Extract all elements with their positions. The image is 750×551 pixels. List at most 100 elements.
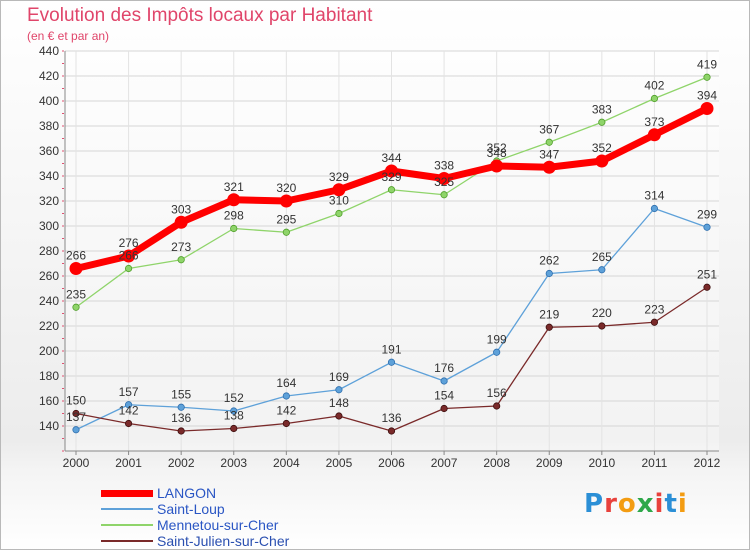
x-tick-label: 2009 [536,456,563,470]
y-tick-label: 400 [39,94,59,108]
data-point [230,424,238,433]
data-label: 273 [171,240,191,254]
data-point [542,160,556,174]
data-point [124,419,133,428]
data-label: 251 [697,267,717,281]
y-tick-label: 380 [39,119,59,133]
data-label: 314 [644,189,664,203]
data-point [493,402,501,410]
data-label: 150 [66,394,86,408]
data-point [647,128,661,142]
legend-swatch [101,540,153,542]
y-tick-label: 280 [39,244,59,258]
data-point [650,204,659,213]
data-label: 136 [171,411,191,425]
legend-label: LANGON [157,485,217,501]
data-point [230,224,238,233]
data-label: 157 [119,385,139,399]
legend-label: Mennetou-sur-Cher [157,517,279,533]
legend-swatch [101,508,153,510]
x-tick-label: 2012 [694,456,721,470]
data-label: 329 [381,170,401,184]
x-tick-label: 2003 [220,456,247,470]
data-point [177,427,185,435]
data-point [545,138,553,146]
y-tick-label: 320 [39,194,59,208]
x-tick-label: 2007 [431,456,458,470]
chart-subtitle: (en € et par an) [27,29,110,43]
data-point [703,283,711,291]
y-tick-label: 420 [39,69,59,83]
data-point [177,403,185,411]
data-point [387,186,396,194]
x-tick-label: 2004 [273,456,300,470]
y-tick-label: 180 [39,369,59,383]
data-label: 310 [329,194,349,208]
data-label: 299 [697,207,717,221]
data-label: 155 [171,387,191,401]
y-tick-label: 360 [39,144,59,158]
data-point [72,426,80,434]
data-label: 419 [697,57,717,71]
chart-title: Evolution des Impôts locaux par Habitant [27,5,373,26]
data-label: 176 [434,361,454,375]
data-point [230,407,238,415]
data-point [490,159,504,173]
data-point [595,154,609,168]
data-point [387,427,396,435]
data-label: 266 [119,249,139,263]
data-point [545,269,553,278]
data-point [493,348,501,356]
data-point [174,215,188,229]
data-label: 298 [224,209,244,223]
data-point [598,322,606,330]
x-tick-label: 2002 [168,456,195,470]
data-point [279,194,293,208]
data-point [335,412,343,420]
data-point [545,323,553,331]
data-point [387,358,396,366]
data-point [437,172,451,185]
data-label: 154 [434,389,454,403]
y-tick-label: 160 [39,394,59,408]
data-label: 223 [644,302,664,316]
data-point [69,262,83,275]
logo-letter: x [636,489,655,519]
data-label: 142 [119,404,139,418]
data-label: 262 [539,254,559,268]
x-tick-label: 2010 [588,456,615,470]
y-tick-label: 200 [39,344,59,358]
data-point [335,386,343,394]
proxiti-logo: Proxiti [584,489,688,519]
data-label: 321 [224,180,244,194]
data-label: 148 [329,396,349,410]
y-tick-label: 240 [39,294,59,308]
data-label: 303 [171,202,191,216]
data-point [440,404,448,413]
data-label: 344 [381,151,401,165]
data-point [177,256,185,264]
logo-letter: i [677,489,688,519]
logo-letter: r [604,489,618,519]
data-label: 136 [381,411,401,425]
data-point [650,318,659,326]
data-label: 235 [66,287,86,301]
data-point [282,419,290,428]
data-point [72,409,80,418]
data-label: 152 [224,391,244,405]
data-point [650,94,659,103]
data-label: 383 [592,102,612,116]
data-point [440,191,448,199]
data-point [700,102,714,115]
y-tick-label: 340 [39,169,59,183]
data-label: 348 [487,146,507,160]
data-point [227,193,241,207]
data-point [122,249,136,263]
x-tick-label: 2008 [483,456,510,470]
x-tick-label: 2001 [115,456,142,470]
data-point [335,209,343,218]
logo-letter: o [617,489,637,519]
data-label: 402 [644,79,664,93]
data-point [703,73,711,81]
